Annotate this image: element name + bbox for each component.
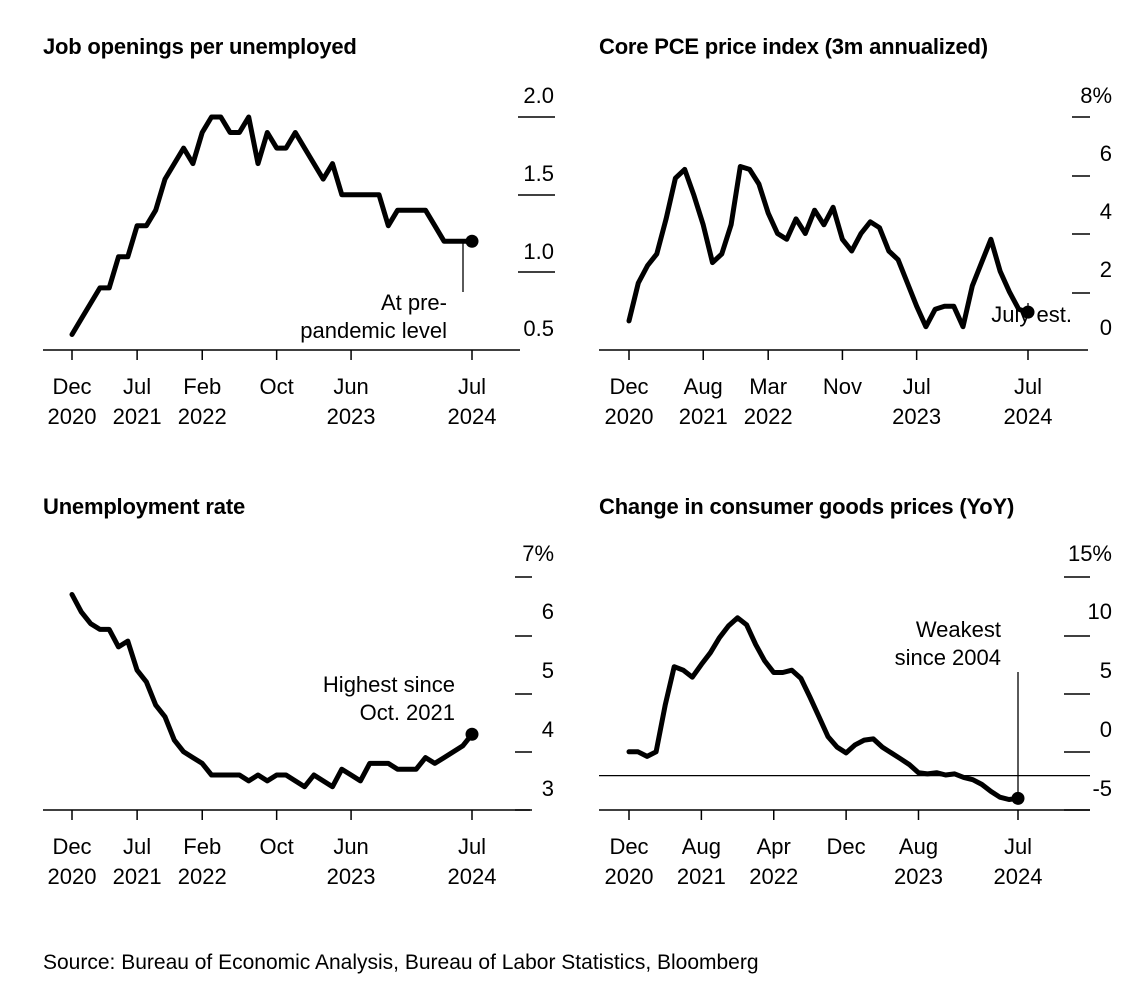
x-tick-label-3-2: Apr — [757, 834, 791, 859]
x-tick-year-3-1: 2021 — [677, 864, 726, 889]
y-tick-label-1-4: 0 — [1100, 315, 1112, 340]
x-tick-label-3-3: Dec — [827, 834, 866, 859]
y-tick-label-2-0: 7% — [522, 541, 554, 566]
source-note: Source: Bureau of Economic Analysis, Bur… — [43, 951, 759, 974]
x-tick-year-0-0: 2020 — [48, 404, 97, 429]
annotation-text-0-0: At pre- — [381, 290, 447, 315]
annotation-text-2-1: Oct. 2021 — [360, 700, 455, 725]
x-tick-label-0-3: Oct — [260, 374, 294, 399]
y-tick-label-1-2: 4 — [1100, 199, 1112, 224]
x-tick-year-0-4: 2023 — [327, 404, 376, 429]
end-point-marker-0 — [465, 234, 479, 248]
x-tick-label-2-3: Oct — [260, 834, 294, 859]
x-tick-year-2-1: 2021 — [113, 864, 162, 889]
x-tick-year-1-0: 2020 — [605, 404, 654, 429]
x-tick-year-0-5: 2024 — [448, 404, 497, 429]
x-tick-label-2-2: Feb — [183, 834, 221, 859]
panel-title-goods-prices: Change in consumer goods prices (YoY) — [599, 494, 1015, 519]
x-tick-label-0-2: Feb — [183, 374, 221, 399]
x-tick-label-3-0: Dec — [609, 834, 648, 859]
x-tick-year-1-1: 2021 — [679, 404, 728, 429]
x-tick-label-3-4: Aug — [899, 834, 938, 859]
x-tick-year-3-5: 2024 — [994, 864, 1043, 889]
x-tick-year-0-2: 2022 — [178, 404, 227, 429]
x-tick-year-0-1: 2021 — [113, 404, 162, 429]
x-tick-label-1-4: Jul — [903, 374, 931, 399]
annotation-text-1-0: July est. — [991, 302, 1072, 327]
x-tick-label-3-5: Jul — [1004, 834, 1032, 859]
series-line-2 — [69, 592, 475, 790]
y-tick-label-2-3: 4 — [542, 717, 554, 742]
panel-title-job-openings: Job openings per unemployed — [43, 34, 357, 59]
y-tick-label-0-3: 0.5 — [523, 316, 554, 341]
annotation-text-3-0: Weakest — [916, 617, 1001, 642]
x-tick-label-1-3: Nov — [823, 374, 862, 399]
x-tick-year-1-2: 2022 — [744, 404, 793, 429]
x-tick-year-2-5: 2024 — [448, 864, 497, 889]
y-tick-label-1-0: 8% — [1080, 83, 1112, 108]
x-tick-label-0-5: Jul — [458, 374, 486, 399]
y-tick-label-2-2: 5 — [542, 658, 554, 683]
panel-title-core-pce: Core PCE price index (3m annualized) — [599, 34, 988, 59]
x-tick-label-2-1: Jul — [123, 834, 151, 859]
x-tick-year-2-4: 2023 — [327, 864, 376, 889]
x-tick-label-1-2: Mar — [749, 374, 787, 399]
y-tick-label-3-4: -5 — [1092, 776, 1112, 801]
x-tick-label-1-0: Dec — [609, 374, 648, 399]
x-tick-label-2-5: Jul — [458, 834, 486, 859]
y-tick-label-1-3: 2 — [1100, 257, 1112, 282]
x-tick-label-2-4: Jun — [333, 834, 368, 859]
y-tick-label-3-2: 5 — [1100, 658, 1112, 683]
y-tick-label-2-1: 6 — [542, 599, 554, 624]
y-tick-label-0-2: 1.0 — [523, 239, 554, 264]
x-tick-label-1-5: Jul — [1014, 374, 1042, 399]
x-tick-label-0-0: Dec — [52, 374, 91, 399]
y-tick-label-0-0: 2.0 — [523, 83, 554, 108]
y-tick-label-2-4: 3 — [542, 776, 554, 801]
series-line-0 — [69, 114, 475, 337]
x-tick-label-1-1: Aug — [684, 374, 723, 399]
panel-title-unemployment: Unemployment rate — [43, 494, 245, 519]
annotation-text-3-1: since 2004 — [895, 645, 1001, 670]
x-tick-year-3-4: 2023 — [894, 864, 943, 889]
x-tick-year-3-0: 2020 — [605, 864, 654, 889]
annotation-text-0-1: pandemic level — [300, 318, 447, 343]
x-tick-label-3-1: Aug — [682, 834, 721, 859]
y-tick-label-3-3: 0 — [1100, 717, 1112, 742]
x-tick-label-2-0: Dec — [52, 834, 91, 859]
annotation-text-2-0: Highest since — [323, 672, 455, 697]
x-tick-year-3-2: 2022 — [749, 864, 798, 889]
x-tick-year-2-0: 2020 — [48, 864, 97, 889]
x-tick-year-2-2: 2022 — [178, 864, 227, 889]
series-line-3 — [626, 615, 1021, 802]
y-tick-label-0-1: 1.5 — [523, 161, 554, 186]
end-point-marker-2 — [465, 727, 479, 741]
y-tick-label-3-0: 15% — [1068, 541, 1112, 566]
x-tick-year-1-5: 2024 — [1004, 404, 1053, 429]
y-tick-label-3-1: 10 — [1088, 599, 1112, 624]
y-tick-label-1-1: 6 — [1100, 141, 1112, 166]
series-line-1 — [626, 164, 1031, 330]
x-tick-year-1-4: 2023 — [892, 404, 941, 429]
x-tick-label-0-4: Jun — [333, 374, 368, 399]
x-tick-label-0-1: Jul — [123, 374, 151, 399]
